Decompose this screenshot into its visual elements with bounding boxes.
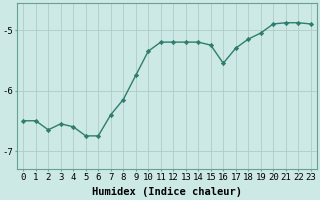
X-axis label: Humidex (Indice chaleur): Humidex (Indice chaleur) [92,187,242,197]
